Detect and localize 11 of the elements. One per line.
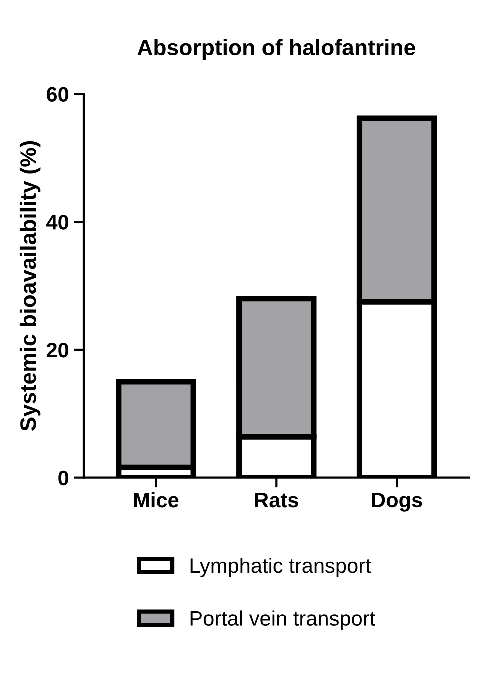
- y-tick-label: 40: [46, 215, 69, 230]
- legend-label: Portal vein transport: [190, 610, 376, 630]
- y-tick-label: 20: [46, 342, 69, 358]
- y-tick-label: 0: [58, 470, 69, 486]
- x-tick-label: Mice: [134, 492, 179, 508]
- legend-label: Lymphatic transport: [190, 558, 372, 578]
- x-tick-label: Rats: [255, 493, 298, 508]
- y-axis-title: Systemic bioavailability (%): [20, 141, 41, 432]
- x-tick-label: Dogs: [372, 493, 422, 512]
- chart-title: Absorption of halofantrine: [138, 39, 416, 60]
- y-tick-label: 60: [46, 87, 69, 102]
